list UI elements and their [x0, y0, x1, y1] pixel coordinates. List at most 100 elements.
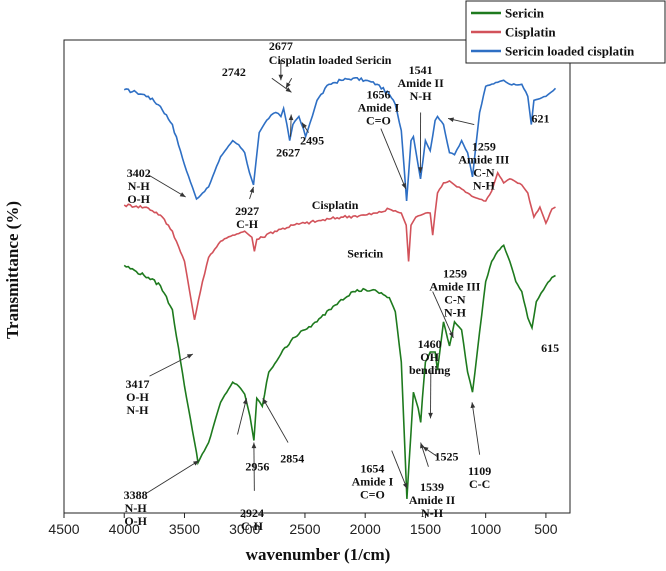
annotation-label: C=O: [360, 488, 385, 502]
annotation-label: N-H: [473, 179, 496, 193]
x-tick-label: 3500: [169, 521, 200, 537]
series-line-sericin-loaded-cisplatin: [123, 76, 557, 202]
annotation-arrowhead: [262, 398, 268, 405]
annotation-label: 1109: [468, 464, 491, 478]
x-tick-label: 500: [534, 521, 558, 537]
annotation-arrow-line: [148, 174, 186, 198]
annotation-label: 1654: [360, 462, 384, 476]
plot-area: [63, 39, 571, 514]
annotation-arrow-line: [380, 128, 407, 190]
annotation-label: 1259: [443, 267, 467, 281]
annotation-arrowhead: [422, 446, 429, 452]
annotation-label: O-H: [126, 390, 149, 404]
annotation-arrowhead: [301, 122, 307, 129]
annotation-arrowhead: [193, 460, 199, 466]
x-tick-label: 2500: [289, 521, 320, 537]
annotation-label: Amide I: [358, 100, 400, 114]
annotation-label: 615: [541, 341, 559, 355]
annotation-arrowhead: [186, 354, 193, 359]
annotation-label: 1525: [435, 450, 459, 464]
annotation-arrowhead: [402, 482, 408, 489]
annotation-label: N-H: [126, 403, 149, 417]
annotation-arrowhead: [401, 182, 406, 189]
x-axis-ticks: 4500 4000 3500 3000 2500 2000 1500 1000 500: [48, 513, 558, 537]
annotation-label: 2677: [269, 39, 293, 53]
annotation-arrowhead: [470, 402, 476, 409]
plot-border: [63, 39, 571, 514]
annotation-label: O-H: [127, 192, 150, 206]
annotation-arrowhead: [278, 74, 284, 81]
annotation-arrow-line: [391, 450, 408, 490]
annotation-arrow-line: [146, 460, 200, 494]
annotation-label: Amide III: [429, 280, 480, 294]
annotation-label: N-H: [410, 89, 433, 103]
annotation-arrowhead: [449, 331, 454, 338]
y-axis-title: Transmittance (%): [3, 201, 22, 339]
annotation-arrowhead: [288, 114, 294, 121]
x-axis-title: wavenumber (1/cm): [246, 545, 391, 564]
annotation-label: Sericin: [347, 246, 383, 260]
annotation-label: C-N: [473, 166, 495, 180]
annotation-arrowhead: [179, 192, 186, 197]
annotation-label: O-H: [124, 514, 147, 528]
annotation-label: 1541: [409, 63, 433, 77]
x-tick-label: 3000: [229, 521, 260, 537]
annotation-arrowhead: [285, 82, 291, 89]
annotation-arrowhead: [285, 87, 292, 93]
x-tick-label: 4500: [48, 521, 79, 537]
series-line-cisplatin: [123, 170, 556, 320]
annotation-label: N-H: [421, 506, 444, 520]
annotation-label: Amide II: [409, 493, 456, 507]
annotation-label: 2927: [235, 204, 259, 218]
annotation-label: 1539: [420, 480, 444, 494]
annotation-label: C=O: [366, 113, 391, 127]
annotation-arrowhead: [448, 117, 454, 122]
annotation-label: Amide I: [352, 475, 394, 489]
annotation-label: C-H: [241, 519, 264, 533]
annotation-label: 3417: [125, 377, 149, 391]
annotation-arrows: [146, 60, 481, 494]
annotation-label: bending: [409, 363, 450, 377]
annotation-label: 621: [531, 112, 549, 126]
annotation-label: 3402: [127, 166, 151, 180]
annotation-label: N-H: [444, 306, 467, 320]
annotation-label: N-H: [125, 501, 148, 515]
annotation-label: C-H: [236, 217, 259, 231]
series-lines: [123, 76, 557, 499]
annotation-arrow-line: [432, 291, 454, 339]
x-tick-label: 2000: [350, 521, 381, 537]
annotation-label: 1460: [418, 337, 442, 351]
annotation-label: Amide III: [458, 153, 509, 167]
annotation-label: C-C: [469, 477, 490, 491]
series-line-sericin: [123, 244, 556, 499]
legend-entry: Cisplatin: [505, 25, 556, 40]
x-tick-label: 4000: [109, 521, 140, 537]
annotation-label: 2924: [240, 506, 264, 520]
annotation-label: 2742: [222, 65, 246, 79]
annotation-arrowhead: [249, 186, 254, 193]
annotation-arrowhead: [251, 442, 257, 449]
annotation-arrow-line: [149, 353, 194, 377]
annotation-label: 1656: [366, 87, 390, 101]
annotation-arrowhead: [420, 442, 425, 449]
legend-entry: Sericin loaded cisplatin: [505, 44, 635, 59]
annotation-arrowhead: [428, 412, 433, 419]
annotation-label: C-N: [444, 293, 466, 307]
annotation-label: 2854: [280, 452, 304, 466]
annotation-arrowhead: [418, 167, 423, 173]
annotation-label: 1259: [472, 140, 496, 154]
annotation-arrow-line: [262, 398, 289, 443]
annotation-label: 2495: [300, 134, 324, 148]
legend-entry: Sericin: [505, 6, 545, 21]
legend: Sericin Cisplatin Sericin loaded cisplatin: [465, 0, 666, 64]
x-tick-label: 1000: [470, 521, 501, 537]
annotation-label: OH: [420, 350, 439, 364]
annotation-label: 2956: [245, 460, 269, 474]
annotation-arrow-line: [237, 398, 247, 435]
annotation-label: N-H: [128, 179, 151, 193]
x-tick-label: 1500: [410, 521, 441, 537]
annotation-label: Cisplatin: [312, 198, 359, 212]
annotation-label: Amide II: [397, 76, 444, 90]
